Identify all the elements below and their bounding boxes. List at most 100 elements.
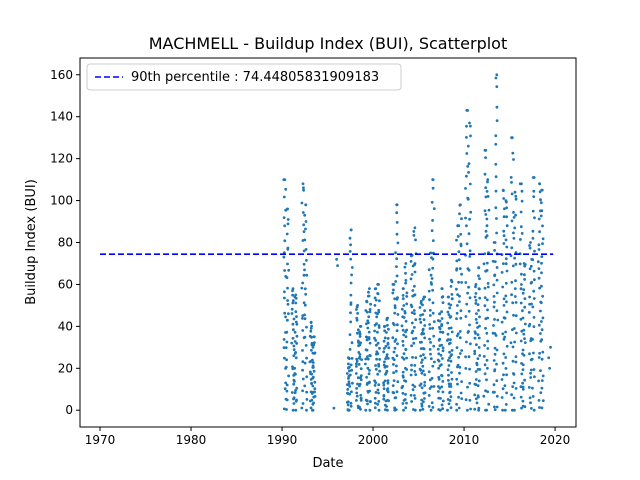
data-point — [540, 284, 543, 288]
data-point — [358, 343, 362, 347]
data-point — [359, 393, 363, 397]
data-point — [466, 197, 470, 201]
data-point — [354, 372, 358, 375]
data-point — [302, 186, 305, 190]
data-point — [291, 336, 295, 340]
y-tick-label: 80 — [58, 236, 73, 250]
data-point — [282, 195, 286, 199]
data-point — [410, 368, 413, 372]
data-point — [485, 331, 489, 335]
data-point — [530, 407, 533, 410]
data-point — [492, 305, 496, 309]
data-point — [541, 224, 544, 228]
data-point — [465, 152, 469, 155]
data-point — [377, 362, 380, 366]
data-point — [532, 368, 536, 371]
data-point — [373, 379, 376, 383]
data-point — [531, 338, 534, 341]
data-point — [396, 296, 399, 300]
x-tick-label: 2000 — [358, 433, 389, 447]
data-point — [483, 172, 487, 176]
data-point — [475, 401, 479, 405]
data-point — [537, 276, 541, 280]
data-point — [505, 269, 509, 273]
data-point — [519, 317, 523, 321]
data-point — [450, 377, 454, 381]
data-point — [495, 73, 499, 77]
data-point — [413, 226, 417, 230]
data-point — [382, 347, 386, 350]
data-point — [459, 391, 463, 395]
data-point — [376, 292, 380, 296]
data-point — [302, 301, 306, 305]
data-point — [348, 369, 351, 373]
data-point — [309, 399, 312, 403]
data-point — [446, 359, 450, 362]
data-point — [484, 195, 488, 199]
data-point — [466, 408, 469, 412]
data-point — [421, 364, 425, 368]
y-axis-ticks: 0 20 40 60 80 100 120 140 160 — [50, 68, 80, 417]
data-point — [411, 289, 415, 292]
data-point — [367, 290, 370, 294]
data-point — [303, 213, 307, 217]
data-point — [348, 250, 352, 253]
data-point — [283, 296, 286, 300]
data-point — [537, 323, 541, 327]
data-point — [292, 354, 296, 357]
data-point — [401, 384, 405, 388]
data-point — [377, 391, 380, 395]
data-point — [404, 281, 407, 285]
data-point — [395, 203, 399, 207]
data-point — [283, 224, 287, 228]
data-point — [460, 217, 463, 221]
data-point — [494, 162, 498, 166]
data-point — [360, 358, 363, 361]
data-point — [412, 341, 416, 345]
data-point — [377, 408, 381, 412]
data-point — [505, 373, 508, 377]
data-point — [312, 343, 316, 347]
data-point — [423, 380, 427, 384]
data-point — [447, 373, 450, 377]
data-point — [427, 289, 431, 293]
data-point — [539, 214, 543, 218]
data-point — [410, 400, 413, 403]
data-point — [355, 387, 358, 390]
data-point — [531, 386, 534, 390]
data-point — [476, 303, 480, 306]
data-point — [404, 279, 408, 282]
data-point — [494, 189, 498, 193]
data-point — [423, 336, 427, 340]
data-point — [533, 216, 536, 220]
data-point — [336, 264, 339, 267]
plot-frame — [79, 57, 577, 428]
data-point — [405, 295, 409, 298]
data-point — [303, 313, 306, 317]
data-point — [395, 232, 399, 236]
data-point — [455, 317, 458, 321]
data-point — [520, 232, 524, 235]
data-point — [540, 188, 544, 192]
data-point — [302, 223, 306, 227]
data-point — [365, 383, 369, 386]
data-point — [295, 386, 299, 390]
data-point — [358, 325, 362, 328]
data-point — [305, 408, 308, 412]
data-point — [428, 337, 431, 341]
data-point — [430, 385, 433, 388]
data-point — [465, 109, 469, 112]
data-point — [301, 281, 305, 285]
data-point — [455, 377, 459, 381]
data-point — [504, 330, 507, 334]
data-point — [356, 312, 359, 315]
data-point — [396, 323, 399, 327]
data-point — [468, 182, 472, 186]
data-point — [505, 344, 509, 348]
data-point — [528, 267, 532, 271]
data-point — [405, 291, 409, 295]
data-point — [531, 258, 535, 262]
data-point — [349, 311, 352, 315]
data-point — [285, 383, 289, 387]
